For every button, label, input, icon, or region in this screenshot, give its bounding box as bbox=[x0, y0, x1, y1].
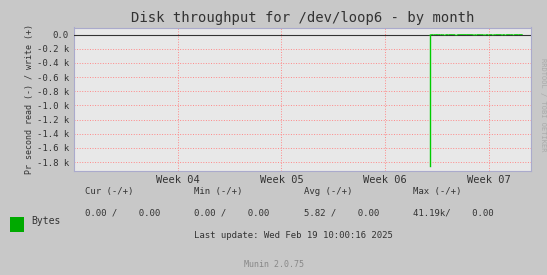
Text: Min (-/+): Min (-/+) bbox=[194, 187, 242, 196]
Text: Last update: Wed Feb 19 10:00:16 2025: Last update: Wed Feb 19 10:00:16 2025 bbox=[194, 231, 393, 240]
Y-axis label: Pr second read (-) / write (+): Pr second read (-) / write (+) bbox=[25, 24, 34, 174]
Text: Bytes: Bytes bbox=[32, 216, 61, 226]
Text: Max (-/+): Max (-/+) bbox=[413, 187, 461, 196]
Text: Avg (-/+): Avg (-/+) bbox=[304, 187, 352, 196]
Text: Cur (-/+): Cur (-/+) bbox=[85, 187, 133, 196]
Text: RRDTOOL / TOBI OETIKER: RRDTOOL / TOBI OETIKER bbox=[540, 58, 546, 151]
Text: Munin 2.0.75: Munin 2.0.75 bbox=[243, 260, 304, 269]
Text: 0.00 /    0.00: 0.00 / 0.00 bbox=[194, 209, 270, 218]
Text: 5.82 /    0.00: 5.82 / 0.00 bbox=[304, 209, 379, 218]
Text: 41.19k/    0.00: 41.19k/ 0.00 bbox=[413, 209, 493, 218]
Title: Disk throughput for /dev/loop6 - by month: Disk throughput for /dev/loop6 - by mont… bbox=[131, 11, 474, 25]
Text: 0.00 /    0.00: 0.00 / 0.00 bbox=[85, 209, 160, 218]
